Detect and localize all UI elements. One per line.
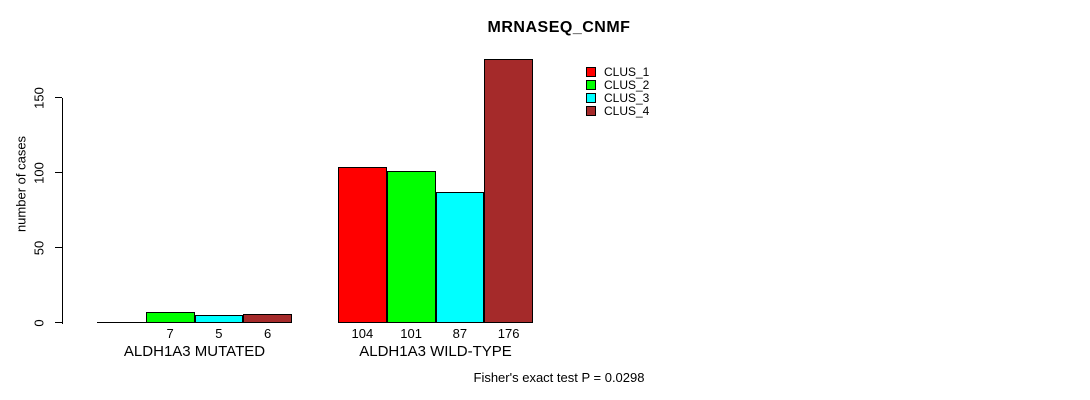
legend-swatch-clus4 [586,105,596,116]
legend-label: CLUS_3 [604,90,650,105]
y-axis-tick-label: 150 [31,86,47,109]
bar-value-label: 6 [264,326,272,341]
legend-label: CLUS_4 [604,103,650,118]
y-axis-tick-label: 50 [31,240,47,255]
y-axis-tick-label: 0 [31,318,47,327]
y-axis-tick [55,321,62,324]
x-axis-group-label: ALDH1A3 WILD-TYPE [359,343,512,360]
y-axis-tick [55,171,62,174]
bar-value-label: 101 [400,326,422,341]
bar-CLUS_4 [484,58,533,323]
bar-CLUS_2 [145,312,195,323]
bar-CLUS_1 [338,166,387,323]
legend-swatch-clus1 [586,66,596,77]
stats-annotation: Fisher's exact test P = 0.0298 [473,370,645,385]
legend-item: CLUS_3 [586,91,649,104]
bar-CLUS_2 [386,171,436,323]
bar-CLUS_3 [435,192,485,323]
legend: CLUS_1 CLUS_2 CLUS_3 CLUS_4 [586,65,649,117]
legend-label: CLUS_1 [604,64,650,79]
x-axis-group-label: ALDH1A3 MUTATED [123,343,266,360]
y-axis-tick [55,96,62,99]
legend-item: CLUS_4 [586,104,649,117]
legend-item: CLUS_1 [586,65,649,78]
bar-value-label: 176 [497,326,520,341]
y-axis-line [62,97,64,324]
bar-value-label: 104 [351,326,374,341]
legend-swatch-clus2 [586,79,596,90]
y-axis-tick-label: 100 [31,161,47,184]
legend-swatch-clus3 [586,92,596,103]
bar-CLUS_4 [243,313,292,323]
legend-label: CLUS_2 [604,77,650,92]
legend-item: CLUS_2 [586,78,649,91]
y-axis-title: number of cases [13,135,29,233]
bar-value-label: 7 [166,326,174,341]
y-axis-tick [55,246,62,249]
bar-value-label: 5 [215,326,223,341]
bar-value-label: 87 [452,326,468,341]
chart-title: MRNASEQ_CNMF [487,19,631,36]
bar-CLUS_3 [194,315,244,323]
bar-CLUS_1-zero [97,321,146,323]
